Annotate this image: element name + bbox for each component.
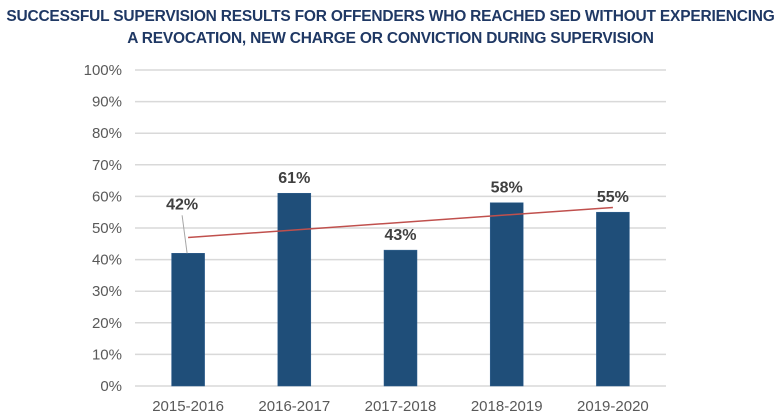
x-tick-label: 2018-2019 — [471, 398, 543, 415]
bar — [171, 253, 205, 387]
x-tick-label: 2019-2020 — [577, 398, 649, 415]
y-tick-label: 30% — [92, 283, 122, 300]
y-tick-label: 20% — [92, 315, 122, 332]
data-labels: 42% 61% 43% 58% 55% — [166, 170, 629, 254]
data-label: 58% — [491, 180, 523, 197]
y-tick-label: 10% — [92, 346, 122, 363]
data-label: 43% — [384, 227, 416, 244]
bar — [383, 249, 418, 387]
trendline — [188, 206, 613, 239]
data-label-leader-line — [181, 215, 188, 254]
gridlines — [135, 69, 666, 387]
y-axis-tick-labels: 0% 10% 20% 30% 40% 50% 60% 70% 80% 90% 100% — [84, 62, 122, 395]
y-tick-label: 0% — [100, 378, 122, 395]
x-tick-label: 2017-2018 — [365, 398, 437, 415]
bar — [277, 192, 312, 387]
data-label: 55% — [597, 189, 629, 206]
trendline-group — [188, 206, 613, 239]
bar — [596, 211, 630, 387]
chart-title-line-2: A REVOCATION, NEW CHARGE OR CONVICTION D… — [127, 30, 654, 47]
y-tick-label: 60% — [92, 188, 122, 205]
data-label: 61% — [278, 170, 310, 187]
y-tick-label: 40% — [92, 252, 122, 269]
y-tick-label: 70% — [92, 157, 122, 174]
bar — [489, 202, 524, 387]
x-axis-tick-labels: 2015-2016 2016-2017 2017-2018 2018-2019 2019… — [152, 398, 649, 415]
y-tick-label: 100% — [84, 62, 122, 79]
y-tick-label: 50% — [92, 220, 122, 237]
chart-title: SUCCESSFUL SUPERVISION RESULTS FOR OFFEN… — [0, 6, 781, 50]
x-tick-label: 2016-2017 — [258, 398, 330, 415]
chart-title-line-1: SUCCESSFUL SUPERVISION RESULTS FOR OFFEN… — [6, 8, 775, 25]
y-tick-label: 80% — [92, 125, 122, 142]
data-label: 42% — [166, 196, 198, 213]
y-tick-label: 90% — [92, 94, 122, 111]
bars — [171, 192, 630, 387]
x-tick-label: 2015-2016 — [152, 398, 224, 415]
